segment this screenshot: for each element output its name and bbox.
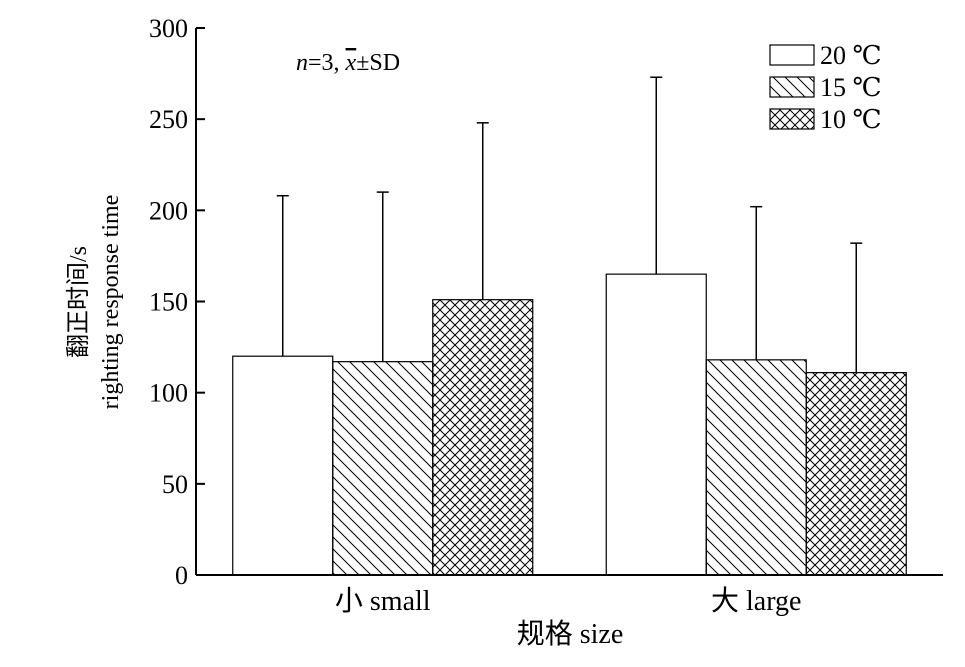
legend-label: 10 ℃ [820, 105, 882, 134]
bar [805, 372, 907, 576]
y-tick-label: 300 [149, 14, 188, 43]
x-axis-label: 规格 size [517, 618, 624, 650]
y-tick-label: 0 [175, 561, 188, 590]
y-tick-label: 150 [149, 288, 188, 317]
y-tick-label: 200 [149, 196, 188, 225]
y-axis-label-line2: righting response time [98, 195, 124, 410]
y-tick-label: 50 [162, 470, 188, 499]
y-axis-label-line1: 翻正时间/s [65, 246, 92, 358]
axes-group: 0 50 100 150 200 250 300 小 small 大 large [149, 14, 943, 617]
bar [432, 299, 534, 576]
annotation-pm: ±SD [356, 50, 400, 76]
sample-annotation: n=3, x±SD [296, 50, 400, 76]
x-tick-label: 大 large [711, 585, 801, 617]
bar [232, 355, 334, 576]
legend-swatch [769, 76, 815, 98]
bar [332, 361, 434, 576]
legend-label: 15 ℃ [820, 73, 882, 102]
x-tick-label: 小 small [335, 586, 431, 617]
y-axis-label: 翻正时间/s righting response time [65, 195, 124, 410]
annotation-n: n [296, 50, 308, 76]
annotation-rest: =3, [308, 50, 346, 76]
y-tick-label: 250 [149, 105, 188, 134]
error-bars-group [276, 76, 863, 373]
legend-swatch [769, 44, 815, 66]
legend-label: 20 ℃ [820, 41, 882, 70]
annotation-xbar: x [345, 50, 357, 76]
legend-swatch [769, 108, 815, 130]
bar [705, 359, 807, 576]
bars-group [232, 273, 907, 576]
bar [605, 273, 707, 576]
legend: 20 ℃ 15 ℃ 10 ℃ [769, 41, 882, 134]
y-tick-label: 100 [149, 379, 188, 408]
